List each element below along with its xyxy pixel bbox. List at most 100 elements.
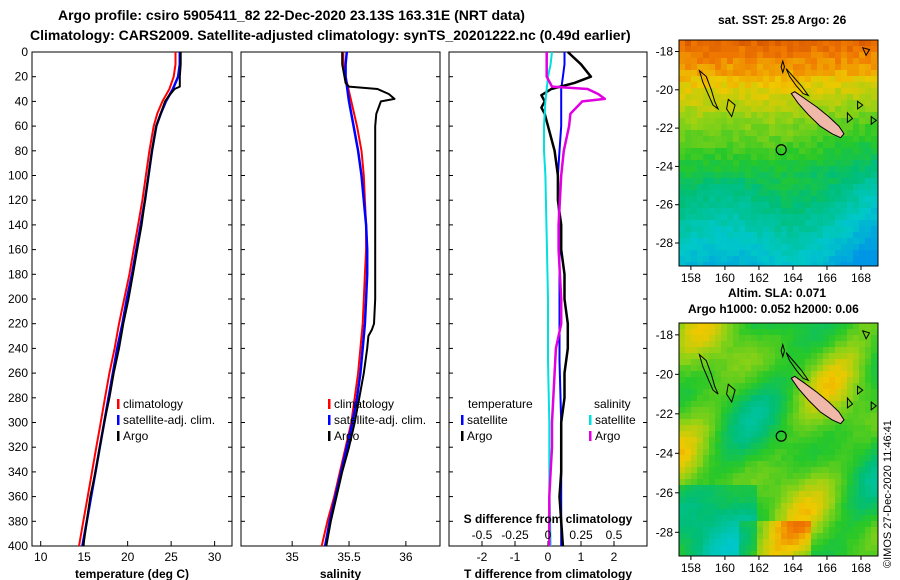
depth-tick-label: 0 (21, 45, 28, 59)
sst-map-argo-marker (775, 144, 787, 156)
diff-legend-label: satellite (467, 413, 508, 427)
sst-map-xtick-label: 168 (851, 271, 871, 285)
salinity-xtick-label: 35 (285, 550, 299, 564)
temperature-legend-swatch (117, 415, 120, 425)
depth-tick-label: 400 (8, 539, 28, 553)
salinity-legend-label: Argo (334, 429, 360, 443)
temperature-legend-label: Argo (123, 429, 149, 443)
temperature-series-line (78, 52, 177, 547)
sla-map-coastline (861, 330, 871, 340)
depth-tick-label: 380 (8, 514, 28, 528)
sla-map-coastline (857, 385, 864, 396)
diff-xtick2-label: 0 (545, 528, 552, 542)
depth-tick-label: 80 (15, 144, 29, 158)
sla-map-frame (678, 322, 879, 557)
difference-xtick-label: 2 (611, 550, 618, 564)
salinity-legend-swatch (328, 431, 331, 441)
diff-xlabel2: S difference from climatology (464, 512, 633, 526)
temperature-xlabel: temperature (deg C) (75, 567, 189, 580)
temperature-legend-label: climatology (123, 397, 183, 411)
sla-map-xtick-label: 160 (715, 561, 735, 575)
depth-tick-label: 300 (8, 416, 28, 430)
diff-legend-swatch (461, 415, 464, 425)
temperature-legend-label: satellite-adj. clim. (123, 413, 215, 427)
diff-xtick2-label: -0.25 (501, 528, 529, 542)
salinity-series-line (320, 52, 368, 547)
depth-tick-label: 140 (8, 218, 28, 232)
temperature-xtick-label: 25 (164, 550, 178, 564)
sla-map-argo-marker (775, 430, 787, 442)
sla-map-coastline (846, 396, 854, 409)
salinity-series-line (323, 51, 369, 547)
depth-tick-label: 120 (8, 193, 28, 207)
depth-tick-label: 40 (15, 94, 29, 108)
difference-xtick-label: 0 (545, 550, 552, 564)
sst-map-ytick-label: -28 (656, 236, 674, 250)
sla-map-coastline (870, 400, 878, 411)
sst-map-coastline (857, 100, 864, 110)
salinity-legend-swatch (328, 415, 331, 425)
depth-tick-label: 280 (8, 391, 28, 405)
sla-map-xtick-label: 162 (749, 561, 769, 575)
salinity-series-line (325, 52, 396, 547)
difference-series-line (545, 52, 607, 546)
sst-map-xtick-label: 166 (817, 271, 837, 285)
sst-map-xtick-label: 164 (783, 271, 803, 285)
sla-map-xtick-label: 158 (681, 561, 701, 575)
title-line1: Argo profile: csiro 5905411_82 22-Dec-20… (58, 7, 525, 23)
depth-tick-label: 320 (8, 440, 28, 454)
depth-tick-label: 60 (15, 119, 29, 133)
sst-map-xtick-label: 162 (749, 271, 769, 285)
sla-map-xtick-label: 164 (783, 561, 803, 575)
diff-legend-temperature-title: temperature (468, 397, 533, 411)
depth-tick-label: 240 (8, 341, 28, 355)
salinity-legend-label: climatology (334, 397, 394, 411)
sst-map-frame (678, 39, 879, 267)
sla-map-xtick-label: 168 (851, 561, 871, 575)
diff-legend-swatch (589, 415, 592, 425)
sla-map-ytick-label: -24 (656, 446, 674, 460)
sla-map-ytick-label: -18 (656, 328, 674, 342)
difference-series-line (556, 52, 566, 546)
sst-map-coastline (861, 46, 871, 57)
sla-map-coastline (698, 353, 719, 395)
sst-map-raster (679, 40, 879, 267)
sst-map-xtick-label: 158 (681, 271, 701, 285)
sst-map-title: sat. SST: 25.8 Argo: 26 (718, 13, 847, 27)
sla-map-new-caledonia-island (790, 375, 845, 425)
depth-tick-label: 360 (8, 490, 28, 504)
sla-map-title-1: Altim. SLA: 0.071 (728, 286, 827, 300)
temperature-xtick-label: 15 (77, 550, 91, 564)
sla-map-title-2: Argo h1000: 0.052 h2000: 0.06 (688, 302, 859, 316)
sst-map-coastline (780, 59, 786, 75)
depth-tick-label: 260 (8, 366, 28, 380)
sst-map-ytick-label: -22 (656, 121, 674, 135)
sst-map-ytick-label: -26 (656, 198, 674, 212)
sst-map-coastline (785, 68, 810, 97)
sst-map-coastline (726, 98, 736, 118)
sla-map-coastline (780, 342, 786, 359)
salinity-legend-swatch (328, 399, 331, 409)
diff-xtick2-label: -0.5 (472, 528, 493, 542)
temperature-legend-swatch (117, 399, 120, 409)
salinity-xlabel: salinity (320, 567, 362, 580)
difference-series-line (540, 51, 593, 547)
diff-xtick2-label: 0.5 (606, 528, 623, 542)
diff-legend-label: satellite (595, 413, 636, 427)
sst-map-ytick-label: -18 (656, 44, 674, 58)
depth-tick-label: 20 (15, 70, 29, 84)
diff-legend-swatch (589, 431, 592, 441)
sla-map-raster (679, 323, 879, 557)
sst-map-coastline (698, 69, 720, 111)
temperature-xtick-label: 10 (34, 550, 48, 564)
salinity-xtick-label: 36 (399, 550, 413, 564)
salinity-xtick-label: 35.5 (337, 550, 361, 564)
sla-map-xtick-label: 166 (817, 561, 837, 575)
depth-tick-label: 340 (8, 465, 28, 479)
diff-legend-swatch (461, 431, 464, 441)
difference-xtick-label: -2 (477, 550, 488, 564)
sst-map-new-caledonia-island (790, 91, 845, 139)
diff-xtick2-label: 0.25 (569, 528, 593, 542)
salinity-legend-label: satellite-adj. clim. (334, 413, 426, 427)
sst-map-coastline (870, 115, 878, 126)
